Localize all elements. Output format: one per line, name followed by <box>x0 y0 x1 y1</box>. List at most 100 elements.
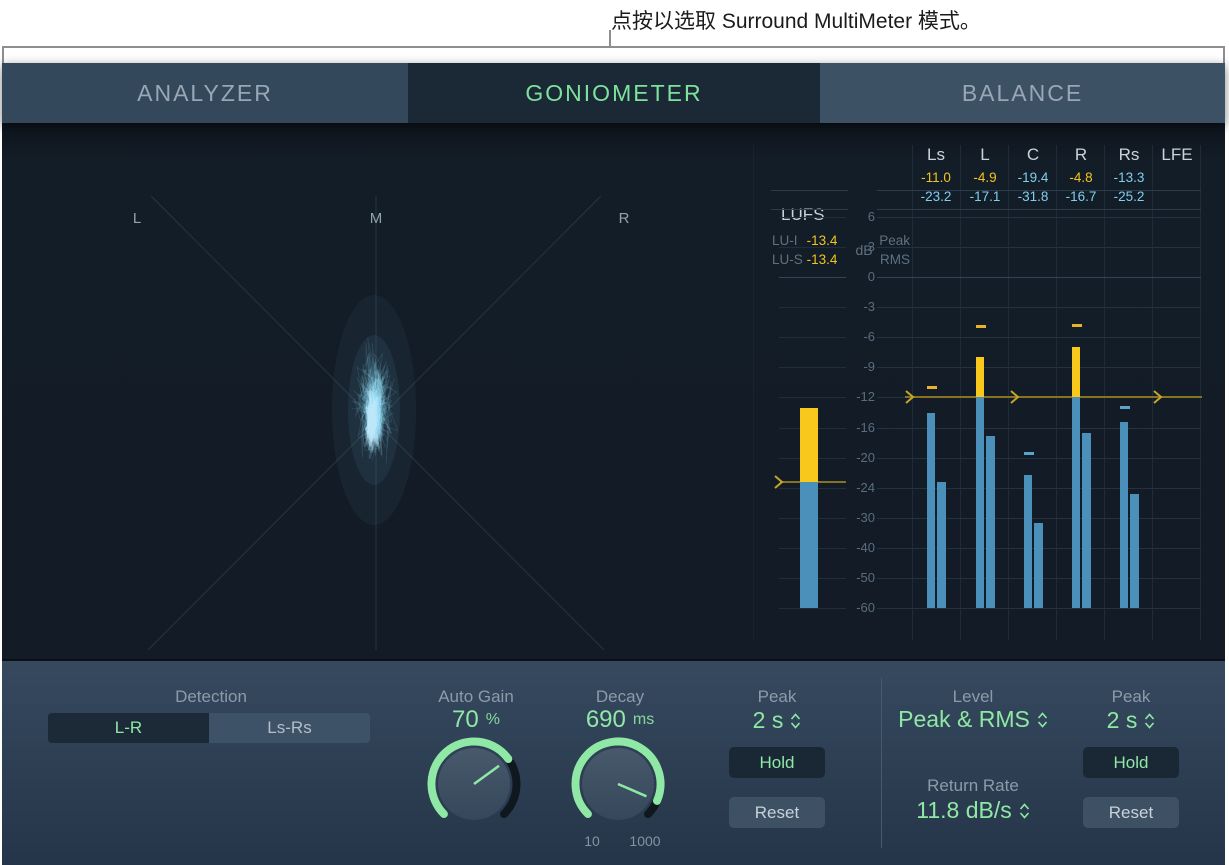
tab-analyzer[interactable]: ANALYZER <box>2 63 408 123</box>
decay-knob[interactable] <box>563 729 673 839</box>
peak-bar <box>1120 422 1128 608</box>
meter-tick-label: -20 <box>856 449 875 465</box>
peak-right-value: 2 s <box>1106 707 1138 733</box>
meter-grid-vline <box>1056 145 1057 640</box>
meter-gridline <box>877 608 1201 609</box>
lu-i-label: LU-I <box>772 233 798 248</box>
decay-max-label: 1000 <box>629 833 661 849</box>
meter-gridline <box>877 337 1201 339</box>
meter-grid-vline <box>960 145 961 640</box>
goniometer-display <box>147 195 605 651</box>
peak-hold-tick <box>1072 324 1082 328</box>
auto-gain-value[interactable]: 70 % <box>391 706 561 734</box>
decay-label: Decay <box>595 687 645 706</box>
channel-rms-value: -16.7 <box>1065 189 1097 204</box>
channel-peak-value: -13.3 <box>1113 170 1145 185</box>
rms-row-label: RMS <box>880 252 910 267</box>
auto-gain-unit: % <box>485 711 500 728</box>
auto-gain-label: Auto Gain <box>438 687 514 706</box>
meter-gridline <box>779 217 846 218</box>
lu-i-value: -13.4 <box>806 233 838 248</box>
peak-bar <box>1072 397 1080 608</box>
channel-rms-value: -25.2 <box>1113 189 1145 204</box>
peak-left-stepper[interactable]: 2 s <box>692 707 862 734</box>
return-rate-value: 11.8 dB/s <box>916 797 1012 823</box>
channel-peak-value: -4.9 <box>973 170 997 185</box>
meter-gridline <box>779 367 846 369</box>
channel-rms-value: -23.2 <box>920 189 952 204</box>
meter-gridline <box>779 277 846 279</box>
peak-bar <box>976 397 984 608</box>
peak-bar-over <box>976 357 984 398</box>
level-stepper[interactable]: Peak & RMS <box>873 706 1073 733</box>
auto-gain-knob[interactable] <box>419 729 529 839</box>
db-unit-label: dB <box>855 242 873 258</box>
meter-gridline <box>779 397 846 399</box>
stepper-icon <box>791 712 801 729</box>
stepper-icon <box>1019 802 1029 819</box>
channel-header-lfe: LFE <box>1161 145 1193 164</box>
meter-gridline <box>877 427 1201 429</box>
decay-value[interactable]: 690 ms <box>535 706 705 734</box>
stepper-icon <box>1145 712 1155 729</box>
callout-pointer-line <box>609 30 611 47</box>
meter-gridline <box>877 517 1201 519</box>
channel-header-r: R <box>1074 145 1088 164</box>
channel-header-ls: Ls <box>927 145 945 164</box>
meter-tick-label: 6 <box>867 209 875 224</box>
meter-tick-label: -9 <box>863 359 875 375</box>
peak-right-reset-button[interactable]: Reset <box>1083 797 1179 828</box>
peak-hold-tick <box>1120 406 1130 410</box>
meter-row-separator <box>877 208 1201 210</box>
meter-tick-label: -3 <box>863 299 875 315</box>
plugin-window: ANALYZER GONIOMETER BALANCE L M R LUFS LU-… <box>2 63 1225 865</box>
channel-peak-value: -19.4 <box>1017 170 1049 185</box>
peak-right-hold-button[interactable]: Hold <box>1083 747 1179 778</box>
meter-tick-label: -12 <box>856 389 875 405</box>
peak-right-stepper[interactable]: 2 s <box>1046 707 1216 734</box>
tab-goniometer[interactable]: GONIOMETER <box>408 63 820 123</box>
meter-gridline <box>779 608 846 609</box>
panel-divider <box>881 678 882 848</box>
display-area: L M R LUFS LU-I -13.4 LU-S -13.4 dB Peak… <box>2 123 1225 719</box>
tab-balance[interactable]: BALANCE <box>820 63 1225 123</box>
rms-bar <box>986 435 995 608</box>
meter-tick-label: -16 <box>856 419 875 435</box>
level-meter-panel: LUFS LU-I -13.4 LU-S -13.4 dB Peak RMS 6… <box>2 123 1225 719</box>
meter-tick-label: 3 <box>867 239 875 255</box>
detection-option-lsrs[interactable]: Ls-Rs <box>209 713 370 743</box>
rms-bar <box>1082 432 1091 608</box>
peak-hold-tick <box>1024 452 1034 456</box>
detection-label: Detection <box>175 687 247 706</box>
peak-left-reset-button[interactable]: Reset <box>729 797 825 828</box>
rms-bar <box>1130 493 1139 608</box>
goniometer-label-r: R <box>618 210 630 227</box>
meter-gridline <box>877 307 1201 309</box>
return-rate-stepper[interactable]: 11.8 dB/s <box>873 797 1073 824</box>
meter-gridline <box>877 217 1201 218</box>
decay-min-label: 10 <box>584 833 600 849</box>
peak-left-hold-button[interactable]: Hold <box>729 747 825 778</box>
auto-gain-number: 70 <box>452 706 479 733</box>
callout-horizontal-line <box>2 46 1225 48</box>
meter-gridline <box>877 457 1201 459</box>
target-arrow-icon <box>905 390 915 405</box>
meter-grid-vline <box>1200 145 1201 640</box>
peak-bar <box>1024 474 1032 608</box>
meter-tick-label: -24 <box>856 479 875 495</box>
detection-option-lr[interactable]: L-R <box>48 713 209 743</box>
meter-tick-label: -30 <box>856 509 875 525</box>
callout-left-tick <box>2 46 4 64</box>
meter-grid-vline <box>753 145 754 640</box>
return-rate-label: Return Rate <box>927 776 1019 795</box>
peak-hold-tick <box>976 325 986 329</box>
channel-header-rs: Rs <box>1118 145 1140 164</box>
meter-grid-vline <box>1104 145 1105 640</box>
channel-rms-value: -17.1 <box>969 189 1001 204</box>
tooltip-text: 点按以选取 Surround MultiMeter 模式。 <box>611 10 981 33</box>
meter-tick-label: -40 <box>856 539 875 555</box>
meter-gridline <box>877 367 1201 369</box>
meter-grid-vline <box>1008 145 1009 640</box>
rms-bar <box>1034 523 1043 608</box>
rms-bar <box>937 481 946 608</box>
